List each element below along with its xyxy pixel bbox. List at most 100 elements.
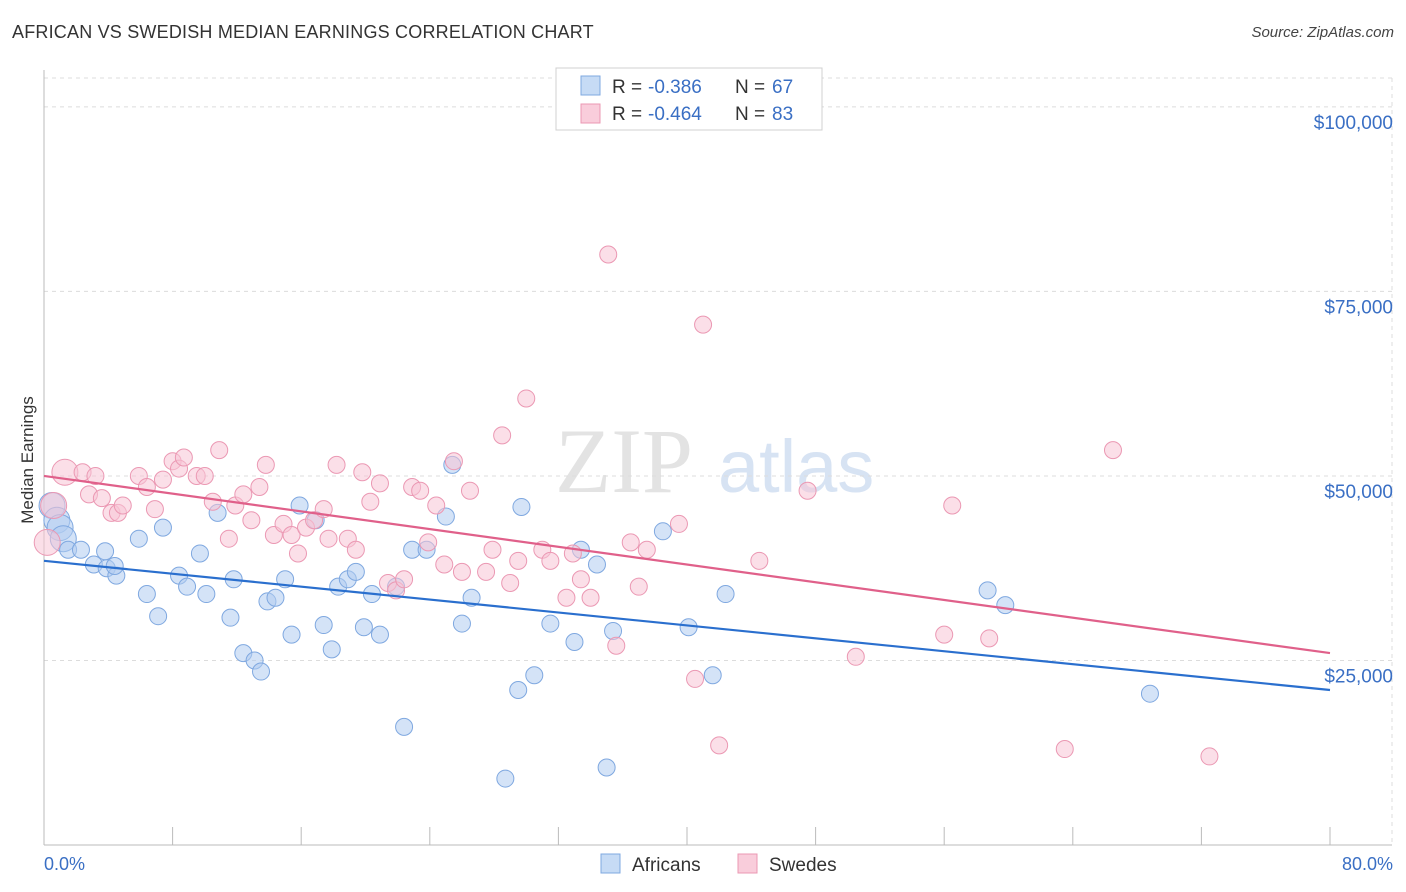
swedes-point [846, 647, 865, 666]
swedes-point [210, 441, 229, 460]
africans-point [509, 681, 528, 699]
swedes-point [686, 669, 705, 688]
swedes-point [288, 544, 307, 563]
africans-trend-line [43, 559, 1331, 692]
swedes-point [493, 426, 512, 445]
swedes-point [629, 577, 648, 596]
watermark-atlas: atlas [718, 425, 874, 508]
swedes-point [234, 485, 253, 504]
swedes-point [203, 492, 222, 511]
tick-labels: $25,000 $50,000 $75,000 $100,000 0.0% 80.0% [44, 113, 1393, 874]
africans-point [137, 585, 156, 604]
africans-point [153, 518, 172, 537]
bottom-legend: Africans Swedes [600, 853, 837, 876]
legend-n-label-2: N = [735, 104, 765, 125]
watermark-zip: ZIP [555, 410, 693, 512]
africans-point [541, 614, 560, 633]
swedes-point [980, 629, 999, 648]
swedes-point [637, 540, 656, 559]
africans-point [190, 544, 209, 563]
swedes-point [137, 478, 156, 497]
swedes-point [40, 491, 68, 519]
africans-point [322, 640, 341, 659]
top-legend: R = -0.386 N = 67 R = -0.464 N = 83 [555, 67, 823, 131]
africans-point [604, 621, 623, 640]
africans-point [395, 717, 414, 736]
bottom-legend-swatch-africans [600, 853, 621, 874]
swedes-point [452, 562, 471, 581]
swedes-point [219, 529, 238, 548]
swedes-point [1055, 740, 1074, 759]
swedes-point [361, 492, 380, 511]
swedes-point [419, 533, 438, 552]
swedes-point [395, 570, 414, 589]
swedes-point [501, 573, 520, 592]
africans-point [129, 529, 148, 548]
africans-point [96, 542, 115, 561]
swedes-point [353, 463, 372, 482]
swedes-point [92, 489, 111, 508]
swedes-point [427, 496, 446, 515]
africans-point [221, 608, 240, 627]
chart-title: AFRICAN VS SWEDISH MEDIAN EARNINGS CORRE… [12, 22, 594, 42]
africans-point [354, 618, 373, 637]
swedes-point [557, 588, 576, 607]
africans-point [314, 616, 333, 635]
africans-point [462, 588, 481, 607]
swedes-point [319, 529, 338, 548]
swedes-point [282, 526, 301, 544]
swedes-point [935, 625, 954, 644]
swedes-point [250, 478, 269, 497]
swedes-point [541, 551, 560, 570]
swedes-point [710, 736, 729, 755]
africans-point [105, 557, 124, 575]
swedes-point [1103, 441, 1122, 460]
swedes-point [346, 540, 365, 559]
swedes-point [509, 551, 528, 570]
swedes-point [113, 496, 132, 515]
swedes-point [460, 481, 479, 500]
africans-point [496, 769, 515, 788]
swedes-point [145, 500, 164, 519]
legend-r-value-2: -0.464 [648, 104, 702, 125]
swedes-trend-line [43, 474, 1331, 655]
africans-point [282, 625, 301, 644]
legend-r-label-1: R = [612, 77, 642, 98]
africans-point [266, 588, 285, 607]
africans-point [149, 607, 168, 626]
swedes-point [607, 636, 626, 655]
swedes-point [581, 588, 600, 607]
swedes-point [798, 481, 817, 500]
swedes-point [195, 466, 214, 485]
trend-lines [43, 474, 1331, 692]
swedes-point [483, 540, 502, 559]
africans-point [978, 581, 997, 600]
swedes-point [694, 315, 713, 334]
africans-point [370, 625, 389, 644]
swedes-point [86, 466, 105, 485]
africans-point [565, 633, 584, 652]
africans-point [452, 614, 471, 633]
watermark: ZIP atlas [555, 410, 874, 512]
africans-point [653, 522, 672, 541]
swedes-point [370, 474, 389, 493]
y-tick-label: $100,000 [1314, 113, 1393, 134]
swedes-point [435, 555, 454, 574]
y-tick-label: $25,000 [1324, 666, 1393, 687]
swedes-point [411, 481, 430, 500]
swedes-point [33, 528, 61, 556]
africans-point [346, 562, 365, 581]
y-axis-label: Median Earnings [18, 396, 37, 524]
swedes-point [517, 389, 536, 408]
swedes-point [256, 455, 275, 474]
africans-point [996, 596, 1015, 615]
legend-r-value-1: -0.386 [648, 77, 702, 98]
swedes-points [33, 245, 1219, 766]
africans-point [178, 577, 197, 596]
swedes-point [571, 570, 590, 589]
africans-point [512, 497, 531, 516]
swedes-point [750, 551, 769, 570]
swedes-point [1200, 747, 1219, 766]
africans-point [587, 555, 606, 574]
